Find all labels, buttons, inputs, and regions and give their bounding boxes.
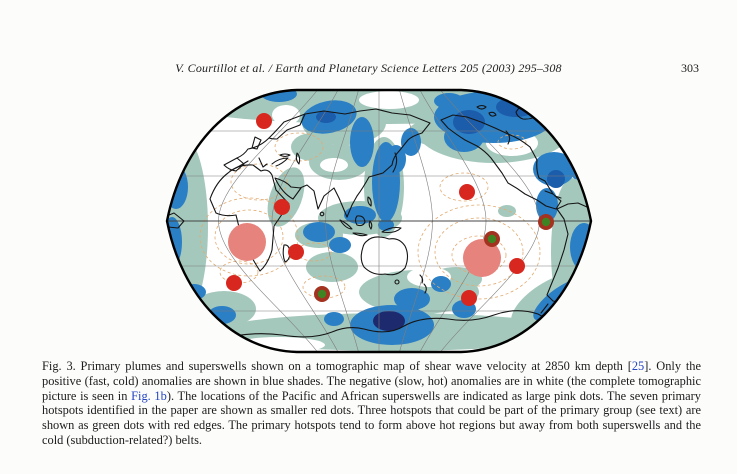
running-title: V. Courtillot et al. / Earth and Planeta… xyxy=(175,61,562,75)
candidate-hotspot-dot xyxy=(541,217,551,227)
primary-hotspot-dot xyxy=(226,275,242,291)
caption-text: Fig. 3. Primary plumes and superswells s… xyxy=(42,359,632,373)
caption-text: ). The locations of the Pacific and Afri… xyxy=(42,388,701,447)
primary-hotspot-dot xyxy=(256,113,272,129)
candidate-hotspot-dot xyxy=(487,234,497,244)
caption-reference-link[interactable]: Fig. 1b xyxy=(131,388,167,403)
hotspot-dots-layer xyxy=(226,113,554,306)
figure-caption: Fig. 3. Primary plumes and superswells s… xyxy=(42,359,701,448)
primary-hotspot-dot xyxy=(274,199,290,215)
superswell-dot xyxy=(228,223,266,261)
candidate-hotspot-dot xyxy=(317,289,327,299)
primary-hotspot-dot xyxy=(509,258,525,274)
primary-hotspot-dot xyxy=(461,290,477,306)
primary-hotspot-dot xyxy=(459,184,475,200)
caption-text: ]. Only the positive (fast, cold) anomal… xyxy=(42,359,701,403)
figure-3-tomographic-map xyxy=(163,86,595,356)
primary-hotspot-dot xyxy=(288,244,304,260)
page-number: 303 xyxy=(681,61,699,75)
map-outline xyxy=(165,88,593,354)
superswell-dot xyxy=(463,239,501,277)
strongest-navy-core xyxy=(373,311,405,331)
coastlines xyxy=(167,98,591,340)
negative-anomaly-contours xyxy=(199,132,541,300)
world-map xyxy=(165,88,593,354)
caption-reference-link[interactable]: 25 xyxy=(631,359,645,373)
